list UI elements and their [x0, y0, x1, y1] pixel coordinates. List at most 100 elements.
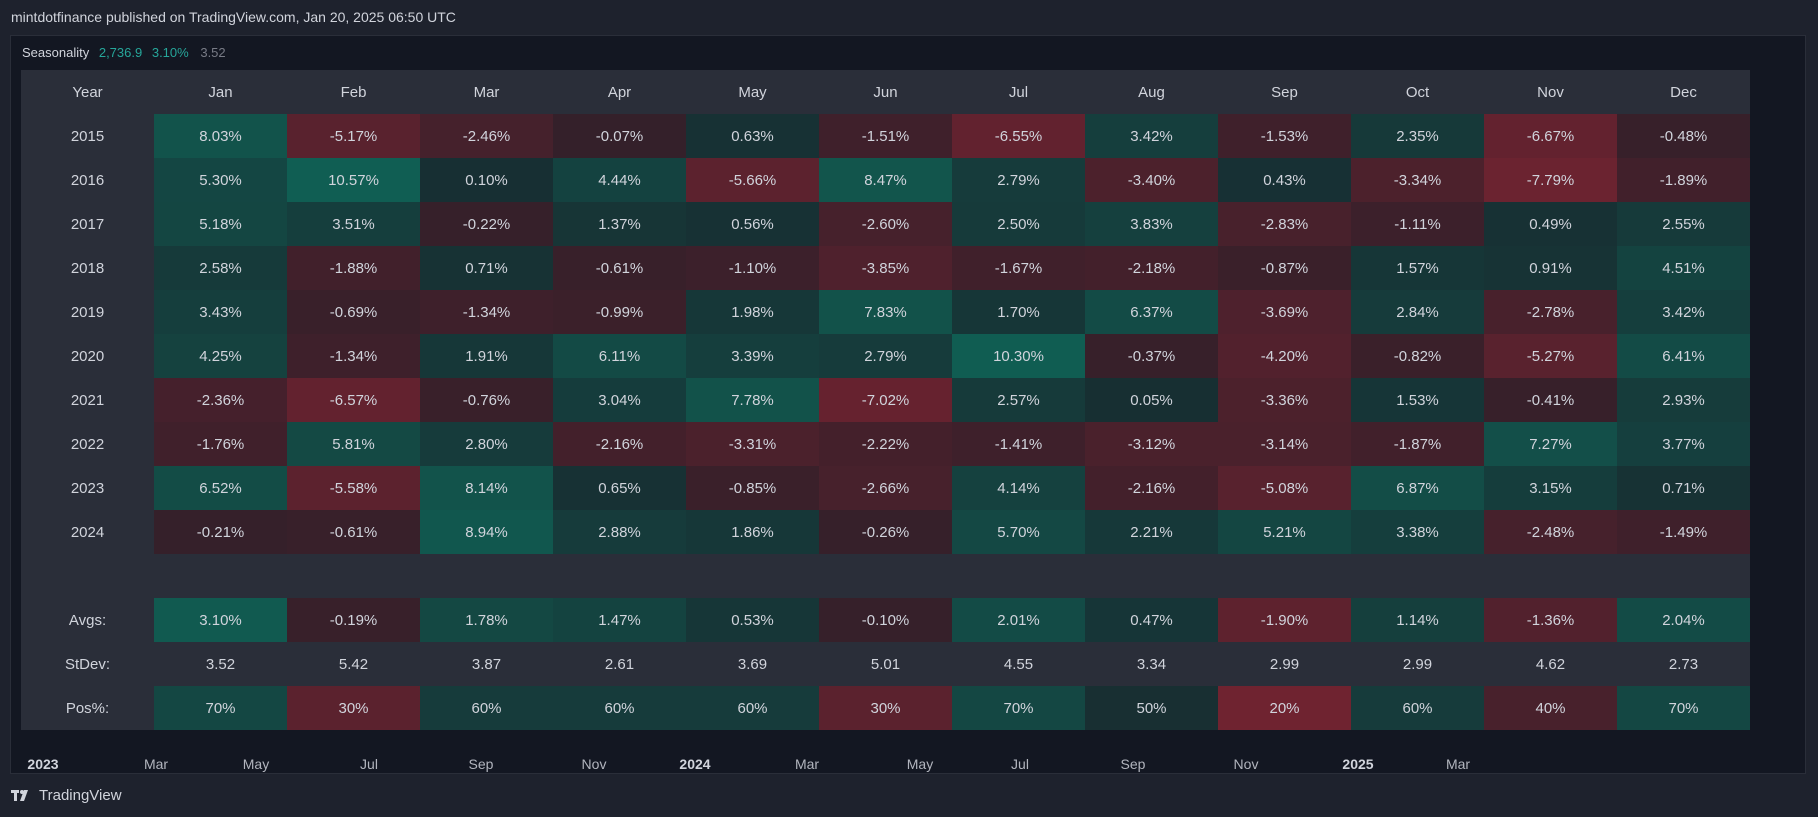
pos-pct-cell: 70%: [154, 686, 287, 730]
return-cell: -6.67%: [1484, 114, 1617, 158]
row-year: 2018: [21, 246, 154, 290]
return-cell: 3.42%: [1617, 290, 1750, 334]
header-month: Nov: [1484, 70, 1617, 114]
pos-pct-cell: 60%: [420, 686, 553, 730]
return-cell: 10.30%: [952, 334, 1085, 378]
return-cell: -1.49%: [1617, 510, 1750, 554]
pos-pct-cell: 40%: [1484, 686, 1617, 730]
return-cell: -1.67%: [952, 246, 1085, 290]
return-cell: -1.34%: [287, 334, 420, 378]
return-cell: -0.82%: [1351, 334, 1484, 378]
time-axis-label: Jul: [360, 756, 378, 772]
time-axis[interactable]: 2023 Mar May Jul Sep Nov 2024 Mar May Jul Sep Nov 20…: [11, 748, 1807, 774]
return-cell: 3.83%: [1085, 202, 1218, 246]
return-cell: 8.94%: [420, 510, 553, 554]
return-cell: 2.88%: [553, 510, 686, 554]
return-cell: 5.21%: [1218, 510, 1351, 554]
return-cell: -7.79%: [1484, 158, 1617, 202]
return-cell: -2.18%: [1085, 246, 1218, 290]
stdev-cell: 5.01: [819, 642, 952, 686]
header-month: Apr: [553, 70, 686, 114]
row-year: 2024: [21, 510, 154, 554]
return-cell: -2.46%: [420, 114, 553, 158]
avgs-cell: -1.36%: [1484, 598, 1617, 642]
return-cell: -2.66%: [819, 466, 952, 510]
return-cell: 2.55%: [1617, 202, 1750, 246]
avgs-cell: 1.14%: [1351, 598, 1484, 642]
return-cell: 0.56%: [686, 202, 819, 246]
return-cell: 3.39%: [686, 334, 819, 378]
return-cell: 6.87%: [1351, 466, 1484, 510]
header-month: Mar: [420, 70, 553, 114]
return-cell: -5.08%: [1218, 466, 1351, 510]
return-cell: 3.51%: [287, 202, 420, 246]
return-cell: -0.61%: [553, 246, 686, 290]
return-cell: 4.25%: [154, 334, 287, 378]
return-cell: -0.76%: [420, 378, 553, 422]
return-cell: 3.15%: [1484, 466, 1617, 510]
return-cell: 1.37%: [553, 202, 686, 246]
row-year: 2023: [21, 466, 154, 510]
avgs-cell: 2.01%: [952, 598, 1085, 642]
stdev-cell: 3.52: [154, 642, 287, 686]
header-month: Jan: [154, 70, 287, 114]
return-cell: -3.31%: [686, 422, 819, 466]
return-cell: 3.42%: [1085, 114, 1218, 158]
return-cell: -0.41%: [1484, 378, 1617, 422]
return-cell: 2.21%: [1085, 510, 1218, 554]
return-cell: 0.43%: [1218, 158, 1351, 202]
tradingview-logo-icon: [11, 789, 28, 801]
return-cell: -1.53%: [1218, 114, 1351, 158]
return-cell: -0.99%: [553, 290, 686, 334]
return-cell: -0.61%: [287, 510, 420, 554]
return-cell: -0.26%: [819, 510, 952, 554]
header-month: Sep: [1218, 70, 1351, 114]
table-row: 2024 -0.21% -0.61% 8.94% 2.88% 1.86% -0.26% 5.7…: [21, 510, 1750, 554]
return-cell: -3.85%: [819, 246, 952, 290]
return-cell: 2.79%: [819, 334, 952, 378]
tradingview-brand[interactable]: TradingView: [11, 787, 122, 804]
stdev-cell: 2.73: [1617, 642, 1750, 686]
return-cell: -5.58%: [287, 466, 420, 510]
return-cell: 0.65%: [553, 466, 686, 510]
return-cell: 1.91%: [420, 334, 553, 378]
return-cell: 3.43%: [154, 290, 287, 334]
time-axis-label: Jul: [1011, 756, 1029, 772]
header-month: Feb: [287, 70, 420, 114]
stdev-cell: 3.69: [686, 642, 819, 686]
table-row: 2018 2.58% -1.88% 0.71% -0.61% -1.10% -3.85% -1…: [21, 246, 1750, 290]
time-axis-label: Mar: [1445, 756, 1471, 772]
stdev-label: StDev:: [21, 642, 154, 686]
pos-pct-cell: 70%: [1617, 686, 1750, 730]
stdev-row: StDev: 3.52 5.42 3.87 2.61 3.69 5.01 4.55 3.34 2.…: [21, 642, 1750, 686]
return-cell: -6.55%: [952, 114, 1085, 158]
pos-pct-cell: 60%: [686, 686, 819, 730]
stdev-cell: 3.87: [420, 642, 553, 686]
avgs-row: Avgs: 3.10% -0.19% 1.78% 1.47% 0.53% -0.10% 2.0…: [21, 598, 1750, 642]
pos-pct-cell: 60%: [553, 686, 686, 730]
return-cell: 1.98%: [686, 290, 819, 334]
return-cell: 0.71%: [1617, 466, 1750, 510]
chart-pane[interactable]: Seasonality 2,736.9 3.10% 3.52 Year Jan Fe…: [10, 35, 1806, 774]
return-cell: 8.03%: [154, 114, 287, 158]
return-cell: -0.48%: [1617, 114, 1750, 158]
pos-pct-cell: 30%: [287, 686, 420, 730]
seasonality-table: Year Jan Feb Mar Apr May Jun Jul Aug Sep Oct Nov Dec…: [21, 70, 1750, 730]
time-axis-label: May: [906, 756, 934, 772]
return-cell: -1.76%: [154, 422, 287, 466]
row-year: 2017: [21, 202, 154, 246]
return-cell: 3.38%: [1351, 510, 1484, 554]
pos-pct-label: Pos%:: [21, 686, 154, 730]
legend-value-3: 3.52: [200, 45, 226, 60]
return-cell: -2.36%: [154, 378, 287, 422]
avgs-cell: 0.47%: [1085, 598, 1218, 642]
return-cell: 5.18%: [154, 202, 287, 246]
return-cell: 7.78%: [686, 378, 819, 422]
return-cell: -2.60%: [819, 202, 952, 246]
stdev-cell: 5.42: [287, 642, 420, 686]
return-cell: 2.93%: [1617, 378, 1750, 422]
avgs-label: Avgs:: [21, 598, 154, 642]
avgs-cell: -1.90%: [1218, 598, 1351, 642]
stdev-cell: 2.99: [1351, 642, 1484, 686]
indicator-legend[interactable]: Seasonality 2,736.9 3.10% 3.52: [22, 45, 226, 60]
